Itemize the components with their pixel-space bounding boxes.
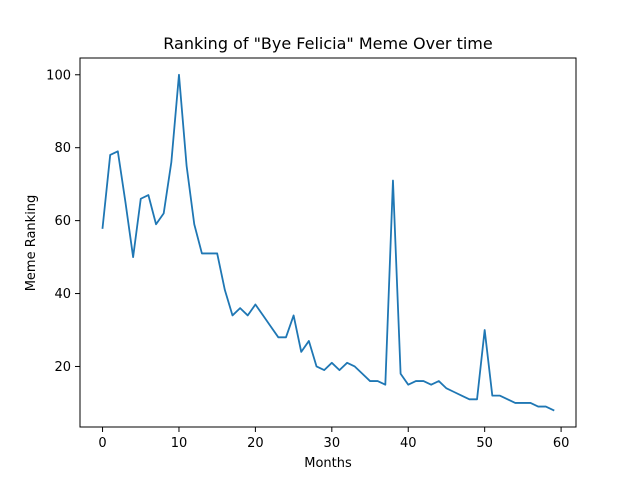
x-tick-label: 60	[553, 436, 570, 451]
plot-frame	[79, 57, 577, 428]
y-tick-label: 40	[54, 287, 71, 302]
y-tick-label: 20	[54, 360, 71, 375]
x-tick-label: 50	[476, 436, 493, 451]
y-tick-label: 60	[54, 214, 71, 229]
x-tick-label: 10	[171, 436, 188, 451]
x-tick-label: 0	[98, 436, 106, 451]
y-tick-label: 100	[46, 68, 71, 83]
y-tick-label: 80	[54, 141, 71, 156]
series-line	[101, 73, 555, 412]
x-tick-label: 20	[247, 436, 264, 451]
x-tick-label: 30	[324, 436, 341, 451]
y-axis-label: Meme Ranking	[24, 195, 39, 292]
x-tick-label: 40	[400, 436, 417, 451]
plot-area	[101, 73, 555, 412]
x-axis-label: Months	[304, 456, 352, 471]
chart-title: Ranking of "Bye Felicia" Meme Over time	[163, 34, 492, 53]
x-axis: 0 10 20 30 40 50 60	[98, 427, 569, 451]
y-axis: 20 40 60 80 100	[46, 68, 80, 375]
